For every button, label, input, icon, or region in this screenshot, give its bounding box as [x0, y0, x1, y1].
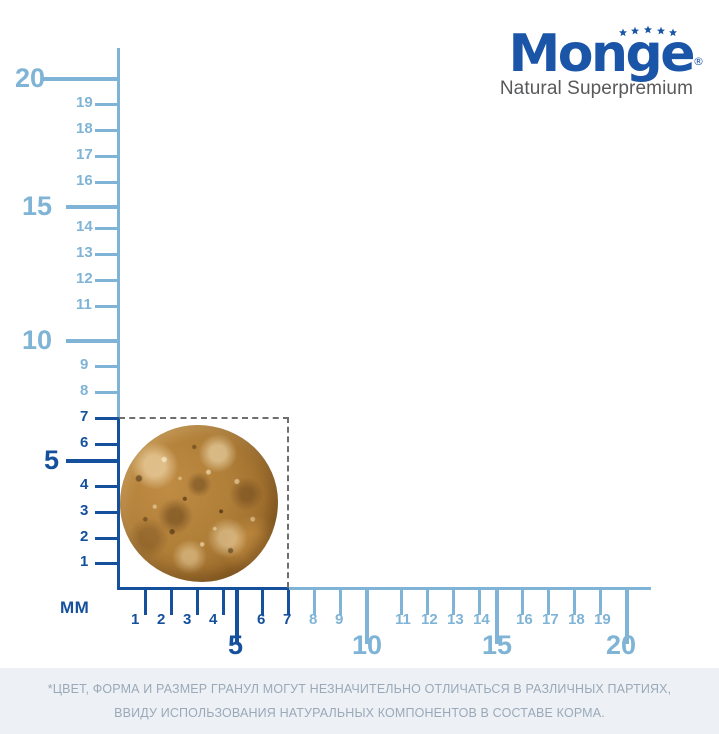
hlabel-18: 18 — [568, 611, 585, 628]
hlabel-9: 9 — [335, 611, 344, 628]
disclaimer-line-1: *ЦВЕТ, ФОРМА И РАЗМЕР ГРАНУЛ МОГУТ НЕЗНА… — [47, 682, 672, 696]
vtick-6 — [95, 443, 120, 446]
hlabel-13: 13 — [447, 611, 464, 628]
kibble-body — [120, 425, 278, 582]
vtick-17 — [95, 155, 120, 158]
htick-13 — [452, 590, 455, 615]
measurement-dashed-box — [119, 417, 289, 588]
vlabel-8: 8 — [80, 382, 89, 399]
hlabel-12: 12 — [421, 611, 438, 628]
vtick-10 — [66, 339, 120, 343]
htick-15 — [495, 590, 499, 644]
vlabel-3: 3 — [80, 502, 89, 519]
vtick-4 — [95, 485, 120, 488]
vtick-5 — [66, 459, 120, 463]
vlabel-15: 15 — [22, 191, 53, 221]
vtick-1 — [95, 562, 120, 565]
htick-11 — [400, 590, 403, 615]
brand-tagline: Natural Superpremium — [499, 78, 693, 99]
htick-1 — [144, 590, 147, 615]
vlabel-18: 18 — [76, 120, 93, 137]
htick-19 — [599, 590, 602, 615]
vlabel-7: 7 — [80, 408, 89, 425]
hlabel-16: 16 — [516, 611, 533, 628]
vtick-8 — [95, 391, 120, 394]
vtick-3 — [95, 511, 120, 514]
vtick-12 — [95, 279, 120, 282]
disclaimer-line-2: ВВИДУ ИСПОЛЬЗОВАНИЯ НАТУРАЛЬНЫХ КОМПОНЕН… — [114, 706, 605, 720]
vtick-11 — [95, 305, 120, 308]
vtick-20 — [43, 77, 120, 81]
hlabel-3: 3 — [183, 611, 192, 628]
htick-16 — [521, 590, 524, 615]
htick-6 — [261, 590, 264, 615]
htick-20 — [625, 590, 629, 644]
vtick-16 — [95, 181, 120, 184]
hlabel-20: 20 — [606, 630, 637, 660]
hlabel-5: 5 — [228, 630, 244, 660]
hlabel-15: 15 — [482, 630, 513, 660]
brand-name: Monge — [508, 24, 696, 84]
vtick-13 — [95, 253, 120, 256]
hlabel-10: 10 — [352, 630, 383, 660]
vlabel-14: 14 — [76, 218, 93, 235]
vtick-14 — [95, 227, 120, 230]
vlabel-20: 20 — [15, 63, 46, 93]
vlabel-11: 11 — [76, 296, 92, 313]
horizontal-axis-highlight — [117, 587, 289, 590]
vertical-axis-line — [117, 48, 120, 589]
vlabel-9: 9 — [80, 356, 89, 373]
registered-mark: ® — [693, 55, 704, 68]
hlabel-14: 14 — [473, 611, 490, 628]
vlabel-19: 19 — [76, 94, 93, 111]
vlabel-5: 5 — [44, 445, 60, 475]
kibble-granule-image — [120, 425, 278, 582]
vlabel-6: 6 — [80, 434, 89, 451]
vtick-7 — [95, 417, 120, 420]
vtick-19 — [95, 103, 120, 106]
vlabel-4: 4 — [80, 476, 89, 493]
vertical-axis-highlight — [117, 417, 120, 589]
hlabel-4: 4 — [209, 611, 218, 628]
vlabel-2: 2 — [80, 528, 89, 545]
horizontal-axis-line — [117, 587, 651, 590]
vlabel-16: 16 — [76, 172, 93, 189]
hlabel-17: 17 — [542, 611, 559, 628]
htick-8 — [313, 590, 316, 615]
vtick-18 — [95, 129, 120, 132]
hlabel-11: 11 — [395, 611, 411, 628]
brand-logo: Monge ® Natural Superpremium — [463, 25, 704, 100]
htick-5 — [235, 590, 239, 644]
htick-14 — [478, 590, 481, 615]
htick-3 — [196, 590, 199, 615]
htick-17 — [547, 590, 550, 615]
htick-9 — [339, 590, 342, 615]
vtick-15 — [66, 205, 120, 209]
hlabel-1: 1 — [131, 611, 140, 628]
htick-2 — [170, 590, 173, 615]
htick-18 — [573, 590, 576, 615]
hlabel-6: 6 — [257, 611, 266, 628]
footer-disclaimer: *ЦВЕТ, ФОРМА И РАЗМЕР ГРАНУЛ МОГУТ НЕЗНА… — [0, 668, 719, 734]
vlabel-10: 10 — [22, 325, 53, 355]
vlabel-17: 17 — [76, 146, 93, 163]
hlabel-7: 7 — [283, 611, 292, 628]
vlabel-12: 12 — [76, 270, 93, 287]
hlabel-19: 19 — [594, 611, 611, 628]
htick-10 — [365, 590, 369, 644]
htick-12 — [426, 590, 429, 615]
vlabel-13: 13 — [76, 244, 93, 261]
vtick-2 — [95, 537, 120, 540]
hlabel-2: 2 — [157, 611, 166, 628]
brand-wordmark: Monge ® — [509, 25, 704, 80]
vlabel-1: 1 — [80, 553, 89, 570]
vtick-9 — [95, 365, 120, 368]
htick-4 — [222, 590, 225, 615]
htick-7 — [287, 590, 290, 615]
hlabel-8: 8 — [309, 611, 318, 628]
unit-label-mm: ММ — [60, 598, 90, 617]
ruler-chart: 1 2 3 4 5 6 7 8 9 10 11 12 13 14 15 16 1… — [15, 48, 651, 660]
